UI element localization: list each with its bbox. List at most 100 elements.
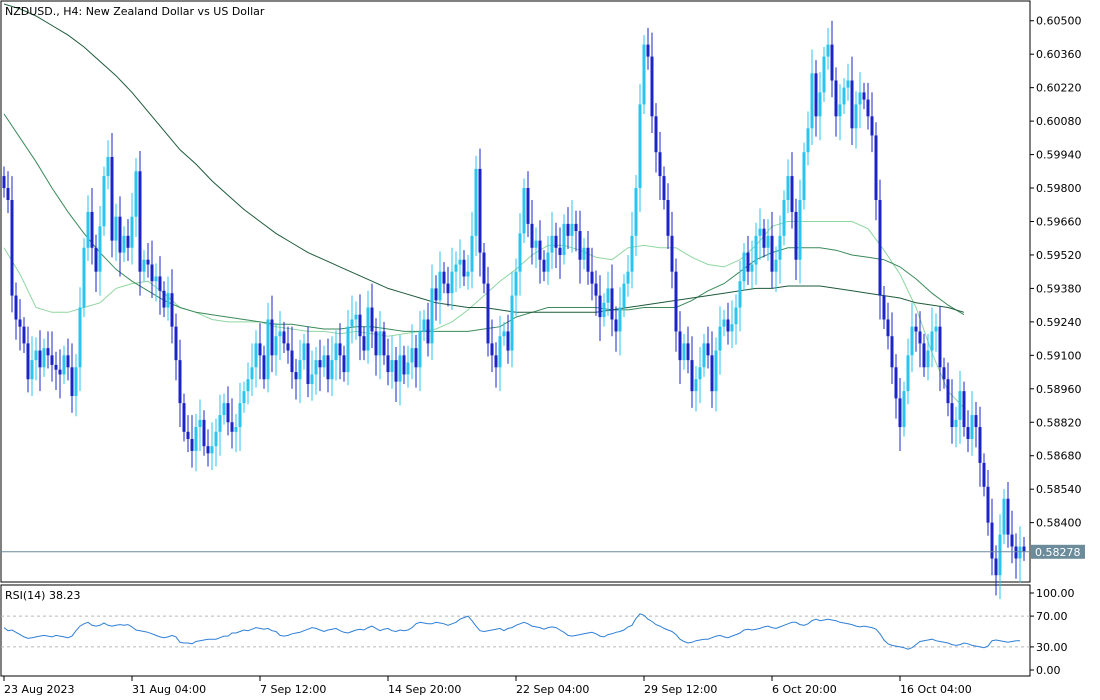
candle-body bbox=[294, 372, 298, 380]
candle-body bbox=[430, 288, 434, 344]
candle-body bbox=[942, 367, 946, 380]
candle-body bbox=[818, 92, 822, 117]
candle-body bbox=[306, 343, 310, 385]
candle-body bbox=[1010, 534, 1014, 547]
candle-body bbox=[26, 343, 30, 380]
time-tick-label: 16 Oct 04:00 bbox=[900, 683, 972, 696]
candle-body bbox=[90, 211, 94, 248]
candle-body bbox=[706, 343, 710, 356]
candle-body bbox=[254, 343, 258, 368]
candle-body bbox=[494, 355, 498, 368]
candle-body bbox=[750, 264, 754, 272]
candle-body bbox=[126, 235, 130, 248]
candle-body bbox=[546, 252, 550, 272]
chart-title: NZDUSD., H4: New Zealand Dollar vs US Do… bbox=[5, 5, 265, 18]
candle-body bbox=[282, 331, 286, 344]
candle-body bbox=[214, 431, 218, 447]
candle-body bbox=[654, 116, 658, 153]
candle-body bbox=[346, 326, 350, 373]
candle-body bbox=[522, 188, 526, 234]
time-tick-label: 14 Sep 20:00 bbox=[388, 683, 461, 696]
candle-body bbox=[474, 168, 478, 236]
candle-body bbox=[918, 331, 922, 344]
candle-body bbox=[62, 355, 66, 375]
candle-body bbox=[286, 343, 290, 351]
candle-body bbox=[798, 199, 802, 260]
candle-body bbox=[370, 307, 374, 332]
candle-body bbox=[14, 295, 18, 320]
candle-body bbox=[54, 364, 58, 370]
time-tick-label: 7 Sep 12:00 bbox=[260, 683, 326, 696]
candle-body bbox=[846, 80, 850, 88]
candle-body bbox=[110, 156, 114, 241]
candle-body bbox=[402, 355, 406, 375]
price-tick-label: 0.58960 bbox=[1036, 383, 1082, 396]
price-tick-label: 0.60500 bbox=[1036, 15, 1082, 28]
candle-body bbox=[298, 360, 302, 380]
candlestick-series bbox=[2, 20, 1026, 600]
candle-body bbox=[566, 223, 570, 236]
candle-body bbox=[898, 398, 902, 428]
price-tick-label: 0.58820 bbox=[1036, 416, 1082, 429]
candle-body bbox=[218, 415, 222, 432]
candle-body bbox=[614, 319, 618, 332]
candle-body bbox=[682, 343, 686, 361]
candle-body bbox=[842, 87, 846, 105]
candle-body bbox=[390, 360, 394, 373]
candle-body bbox=[1014, 546, 1018, 559]
candle-body bbox=[58, 369, 62, 375]
candle-body bbox=[606, 288, 610, 303]
candle-body bbox=[866, 99, 870, 117]
candle-body bbox=[162, 290, 166, 308]
candle-body bbox=[850, 80, 854, 129]
candle-body bbox=[906, 355, 910, 392]
candle-body bbox=[806, 128, 810, 153]
candle-body bbox=[702, 343, 706, 368]
candle-body bbox=[166, 293, 170, 308]
candle-body bbox=[978, 427, 982, 463]
candle-body bbox=[82, 247, 86, 308]
time-tick-label: 31 Aug 04:00 bbox=[132, 683, 206, 696]
candle-body bbox=[258, 343, 262, 356]
candle-body bbox=[578, 231, 582, 260]
candle-body bbox=[742, 252, 746, 282]
candle-body bbox=[986, 486, 990, 523]
candle-body bbox=[194, 427, 198, 451]
candle-body bbox=[498, 336, 502, 368]
candle-body bbox=[834, 80, 838, 117]
candle-body bbox=[202, 419, 206, 447]
candle-body bbox=[722, 319, 726, 327]
candle-body bbox=[502, 331, 506, 337]
candle-body bbox=[446, 283, 450, 294]
candle-body bbox=[378, 331, 382, 356]
candle-body bbox=[442, 271, 446, 284]
price-tick-label: 0.60360 bbox=[1036, 48, 1082, 61]
candle-body bbox=[302, 343, 306, 361]
current-price-label: 0.58278 bbox=[1035, 546, 1081, 559]
candle-body bbox=[334, 343, 338, 361]
candle-body bbox=[726, 319, 730, 332]
candle-body bbox=[858, 92, 862, 105]
current-price-badge bbox=[1031, 544, 1085, 559]
candle-body bbox=[18, 319, 22, 327]
candle-body bbox=[758, 228, 762, 236]
candle-body bbox=[830, 44, 834, 81]
price-tick-label: 0.59940 bbox=[1036, 149, 1082, 162]
candle-body bbox=[462, 259, 466, 277]
candle-body bbox=[406, 362, 410, 375]
candle-body bbox=[490, 343, 494, 356]
candle-body bbox=[466, 271, 470, 277]
candle-body bbox=[954, 419, 958, 428]
candle-body bbox=[998, 534, 1002, 576]
candle-body bbox=[574, 223, 578, 232]
candle-body bbox=[242, 391, 246, 404]
candle-body bbox=[1022, 546, 1026, 552]
candle-body bbox=[86, 211, 90, 248]
candle-body bbox=[594, 283, 598, 296]
candle-body bbox=[814, 73, 818, 117]
candle-body bbox=[22, 326, 26, 344]
candle-body bbox=[946, 379, 950, 404]
candle-body bbox=[138, 171, 142, 272]
candle-body bbox=[454, 264, 458, 272]
